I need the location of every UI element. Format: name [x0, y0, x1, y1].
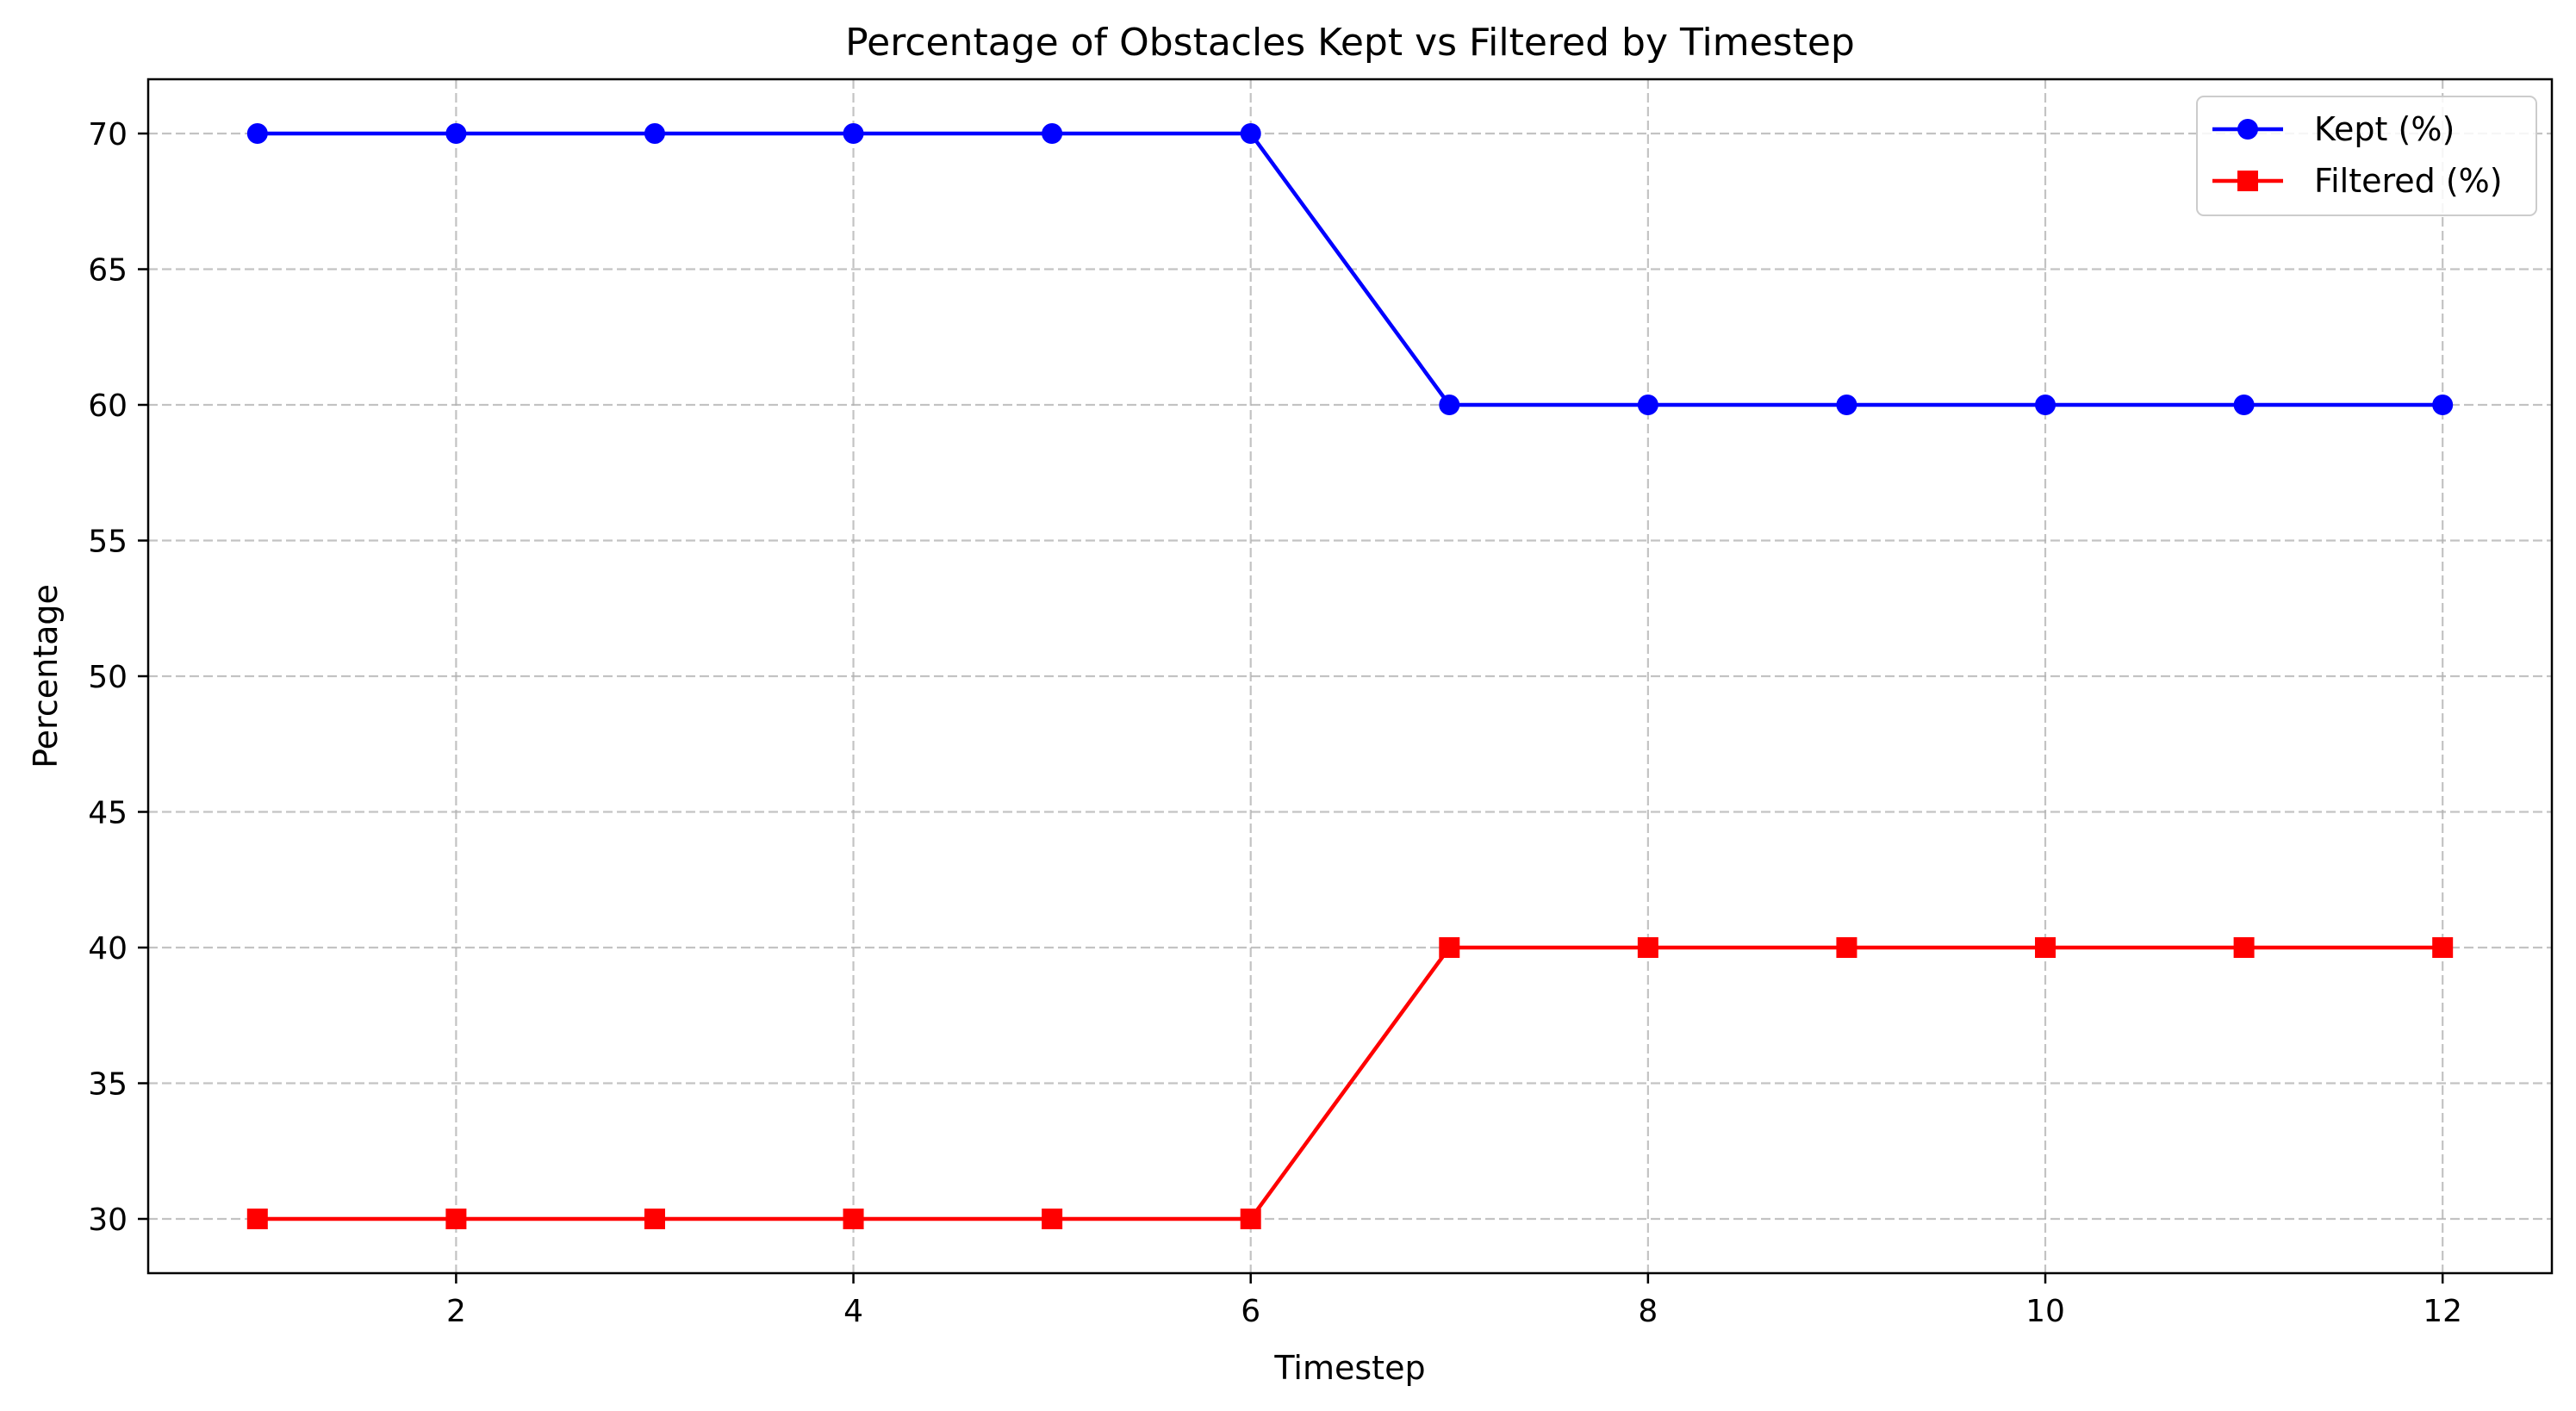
x-tick-label: 8	[1638, 1294, 1658, 1329]
x-tick-label: 10	[2025, 1294, 2065, 1329]
data-point-filtered	[2035, 937, 2056, 958]
data-point-kept	[2035, 395, 2056, 415]
data-point-filtered	[1836, 937, 1857, 958]
data-point-filtered	[1240, 1209, 1261, 1229]
y-tick-label: 60	[88, 388, 128, 424]
data-point-kept	[843, 123, 864, 144]
y-tick-label: 55	[88, 525, 128, 560]
y-tick-label: 65	[88, 253, 128, 289]
y-tick-label: 35	[88, 1067, 128, 1103]
legend-filtered-label: Filtered (%)	[2314, 162, 2503, 200]
legend-kept-marker	[2237, 119, 2258, 140]
data-point-kept	[644, 123, 665, 144]
data-point-kept	[1240, 123, 1261, 144]
data-point-kept	[1042, 123, 1063, 144]
data-point-filtered	[1042, 1209, 1063, 1229]
x-tick-label: 2	[446, 1294, 466, 1329]
data-point-kept	[1637, 395, 1658, 415]
data-point-kept	[445, 123, 467, 144]
x-tick-label: 4	[843, 1294, 863, 1329]
data-point-kept	[2233, 395, 2255, 415]
y-axis-label: Percentage	[27, 584, 65, 768]
data-point-filtered	[445, 1209, 467, 1229]
x-tick-label: 6	[1241, 1294, 1260, 1329]
x-tick-label: 12	[2423, 1294, 2462, 1329]
axis-ticks: 2 4 6 8 10 12 30 35 40 45 50 55 60 65 70	[88, 117, 2462, 1329]
data-point-filtered	[2233, 937, 2255, 958]
y-tick-label: 50	[88, 660, 128, 695]
data-point-filtered	[644, 1209, 665, 1229]
data-point-kept	[2432, 395, 2454, 415]
data-point-filtered	[2432, 937, 2454, 958]
series-line-kept	[257, 131, 2443, 407]
series-group	[246, 123, 2454, 1229]
data-point-filtered	[246, 1209, 268, 1229]
data-point-filtered	[843, 1209, 864, 1229]
y-tick-label: 40	[88, 931, 128, 967]
data-point-kept	[1439, 395, 1460, 415]
y-tick-label: 30	[88, 1203, 128, 1238]
data-point-kept	[246, 123, 268, 144]
data-point-filtered	[1439, 937, 1460, 958]
y-tick-label: 45	[88, 796, 128, 831]
x-axis-label: Timestep	[1273, 1349, 1425, 1387]
y-tick-label: 70	[88, 117, 128, 152]
legend-filtered-marker	[2237, 171, 2258, 191]
legend-kept-label: Kept (%)	[2314, 110, 2455, 148]
series-line-filtered	[257, 945, 2443, 1221]
chart-title: Percentage of Obstacles Kept vs Filtered…	[845, 21, 1855, 65]
data-point-filtered	[1637, 937, 1658, 958]
data-point-kept	[1836, 395, 1857, 415]
legend: Kept (%) Filtered (%)	[2196, 96, 2537, 216]
legend-box	[2196, 96, 2537, 216]
